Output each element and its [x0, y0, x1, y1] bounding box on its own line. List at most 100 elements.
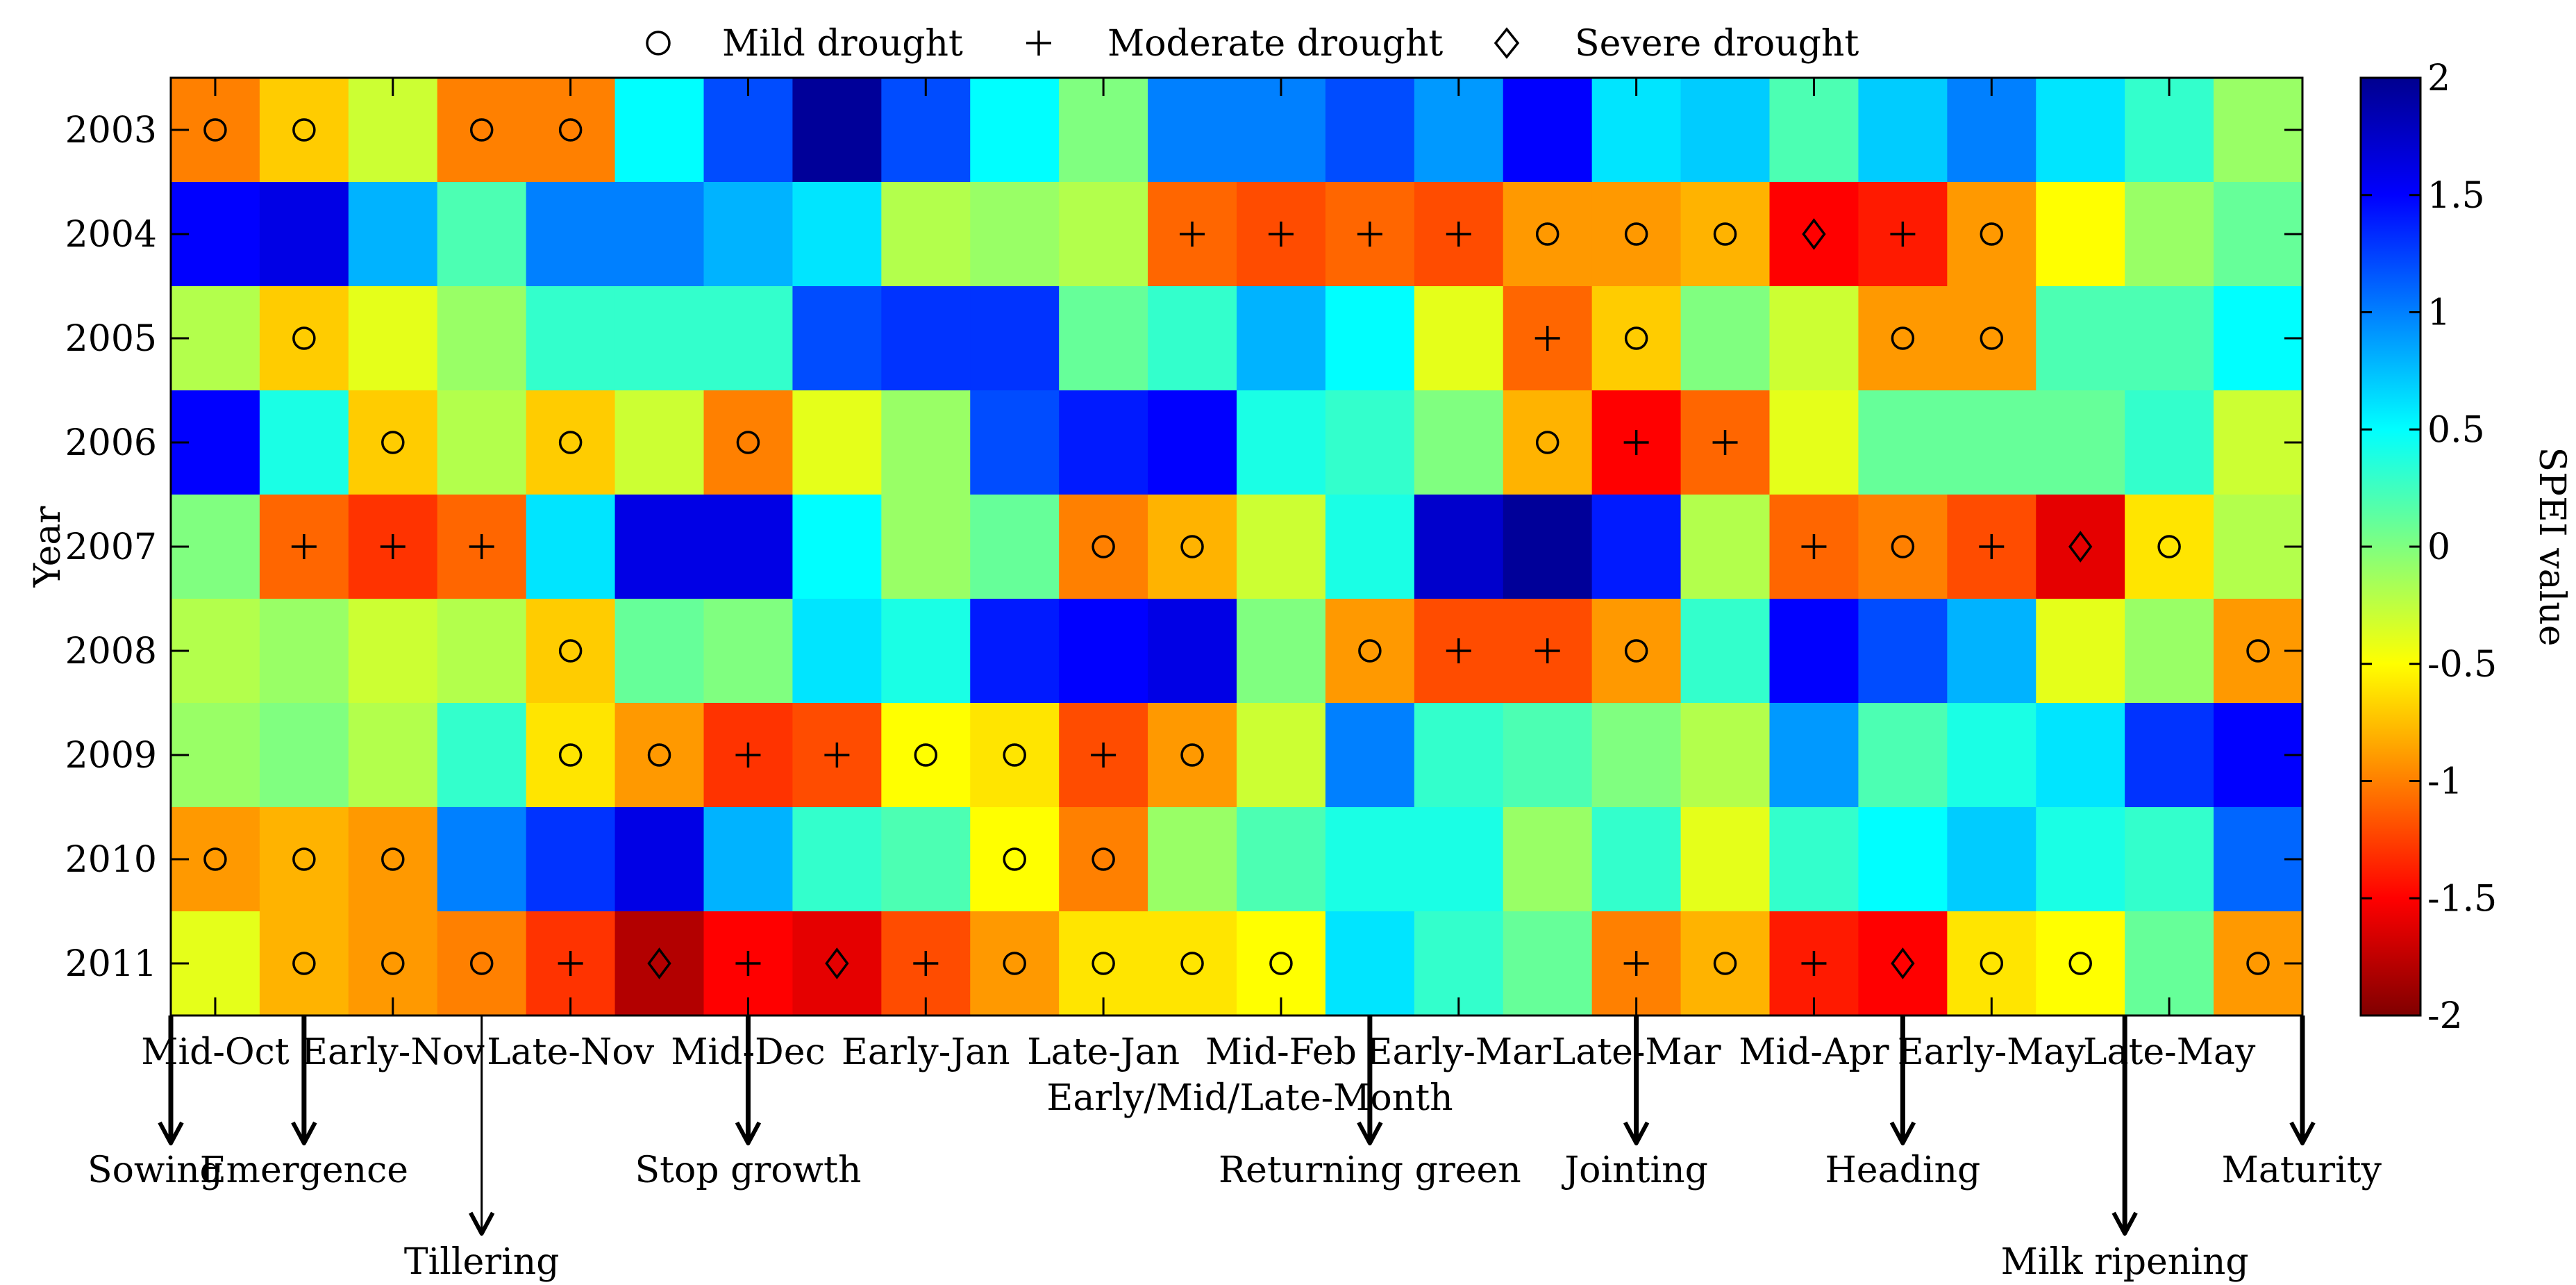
growth-stage-label: Stop growth [635, 1150, 861, 1191]
y-tick-label: 2004 [65, 214, 157, 256]
heatmap-cell [792, 390, 882, 495]
heatmap-cell [1237, 703, 1326, 808]
mild-drought-marker [292, 118, 316, 142]
heatmap-cell [1503, 495, 1593, 599]
heatmap-cell [970, 911, 1060, 1016]
heatmap-cell [1680, 807, 1771, 912]
mild-drought-marker [1269, 952, 1293, 975]
legend-item-mild: Mild drought [646, 23, 963, 65]
growth-stage-tillering: Tillering [404, 1015, 560, 1283]
mild-drought-marker [647, 743, 671, 767]
heatmap-cell [1503, 807, 1593, 912]
heatmap-cell [437, 78, 527, 183]
heatmap-cell [1858, 703, 1948, 808]
heatmap-cell [1947, 599, 2036, 704]
legend-label-mild: Mild drought [722, 23, 963, 65]
mild-drought-marker [1624, 639, 1648, 663]
heatmap-cell [1680, 286, 1771, 391]
heatmap-cell [1503, 390, 1593, 495]
heatmap-cell [2036, 182, 2125, 287]
axis-ticks [171, 78, 2302, 1015]
heatmap-cell [881, 390, 971, 495]
heatmap-cell [1325, 703, 1415, 808]
heatmap-cell [259, 703, 349, 808]
heatmap-cell [2125, 286, 2214, 391]
heatmap-cell [1858, 78, 1948, 183]
heatmap-cell [1325, 911, 1415, 1016]
growth-stage-label: Tillering [404, 1241, 560, 1283]
legend-label-severe: Severe drought [1575, 23, 1859, 65]
heatmap-cell [614, 390, 705, 495]
heatmap-cell [1414, 390, 1504, 495]
moderate-drought-marker [558, 951, 583, 976]
heatmap-cell [703, 807, 794, 912]
heatmap-cell [437, 390, 527, 495]
moderate-drought-marker-icon [1026, 31, 1051, 56]
heatmap-cell [792, 911, 882, 1016]
mild-drought-marker [1180, 952, 1204, 975]
mild-drought-marker [736, 431, 760, 454]
heatmap-cell [1325, 807, 1415, 912]
arrow-down-icon [291, 1121, 317, 1145]
colorbar-tick-label: 0 [2427, 527, 2450, 568]
heatmap-cell [348, 286, 438, 391]
heatmap-cell [792, 286, 882, 391]
heatmap-cells [171, 78, 2303, 1016]
heatmap-cell [1680, 599, 1771, 704]
heatmap-cell [614, 182, 705, 287]
heatmap-cell [437, 182, 527, 287]
growth-stage-label: Sowing [87, 1150, 223, 1191]
heatmap-cell [526, 599, 616, 704]
colorbar-tick-label: 2 [2427, 58, 2450, 99]
severe-drought-marker [1891, 947, 1915, 979]
growth-stage-emergence: Emergence [200, 1015, 408, 1191]
heatmap-cell [526, 703, 616, 808]
heatmap-cell [1680, 78, 1771, 183]
heatmap-cell [2036, 911, 2125, 1016]
heatmap-cell [1591, 286, 1682, 391]
severe-drought-marker [647, 947, 671, 979]
mild-drought-marker [1092, 952, 1115, 975]
heatmap-cell [1591, 495, 1682, 599]
mild-drought-marker [1180, 743, 1204, 767]
mild-drought-marker [1624, 222, 1648, 246]
heatmap-cell [1858, 911, 1948, 1016]
heatmap-cell [1414, 286, 1504, 391]
growth-stage-label: Maturity [2222, 1150, 2382, 1191]
heatmap-cell [792, 78, 882, 183]
severe-drought-marker [825, 947, 849, 979]
mild-drought-marker [1180, 535, 1204, 558]
heatmap-cell [1591, 182, 1682, 287]
heatmap-cell [881, 182, 971, 287]
mild-drought-marker [1891, 326, 1915, 350]
moderate-drought-marker [1623, 430, 1649, 455]
heatmap-cell [259, 599, 349, 704]
mild-drought-marker [469, 118, 494, 142]
heatmap-cell [259, 182, 349, 287]
heatmap-cell [970, 78, 1060, 183]
heatmap-cell [1503, 182, 1593, 287]
arrow-down-icon [1357, 1121, 1383, 1145]
heatmap-cell [2125, 182, 2214, 287]
heatmap-cell [1059, 182, 1148, 287]
heatmap-cell [348, 599, 438, 704]
arrow-down-icon [2111, 1211, 2138, 1236]
moderate-drought-marker [913, 951, 939, 976]
heatmap-cell [2036, 286, 2125, 391]
heatmap-cell [1325, 78, 1415, 183]
mild-drought-marker [1535, 222, 1559, 246]
moderate-drought-marker [1712, 430, 1738, 455]
heatmap-cell [1858, 599, 1948, 704]
heatmap-cell [703, 390, 794, 495]
colorbar-ticks: 2 1.5 1 0.5 0 -0.5 -1 -1.5 -2 [2361, 58, 2497, 1037]
heatmap-cell [614, 807, 705, 912]
y-tick-label: 2007 [65, 527, 157, 568]
severe-drought-marker-icon [1494, 27, 1520, 59]
moderate-drought-marker [291, 534, 317, 559]
mild-drought-marker [1092, 847, 1115, 871]
growth-stage-sowing: Sowing [87, 1015, 223, 1191]
heatmap-cell [1148, 911, 1237, 1016]
heatmap-cell [526, 807, 616, 912]
